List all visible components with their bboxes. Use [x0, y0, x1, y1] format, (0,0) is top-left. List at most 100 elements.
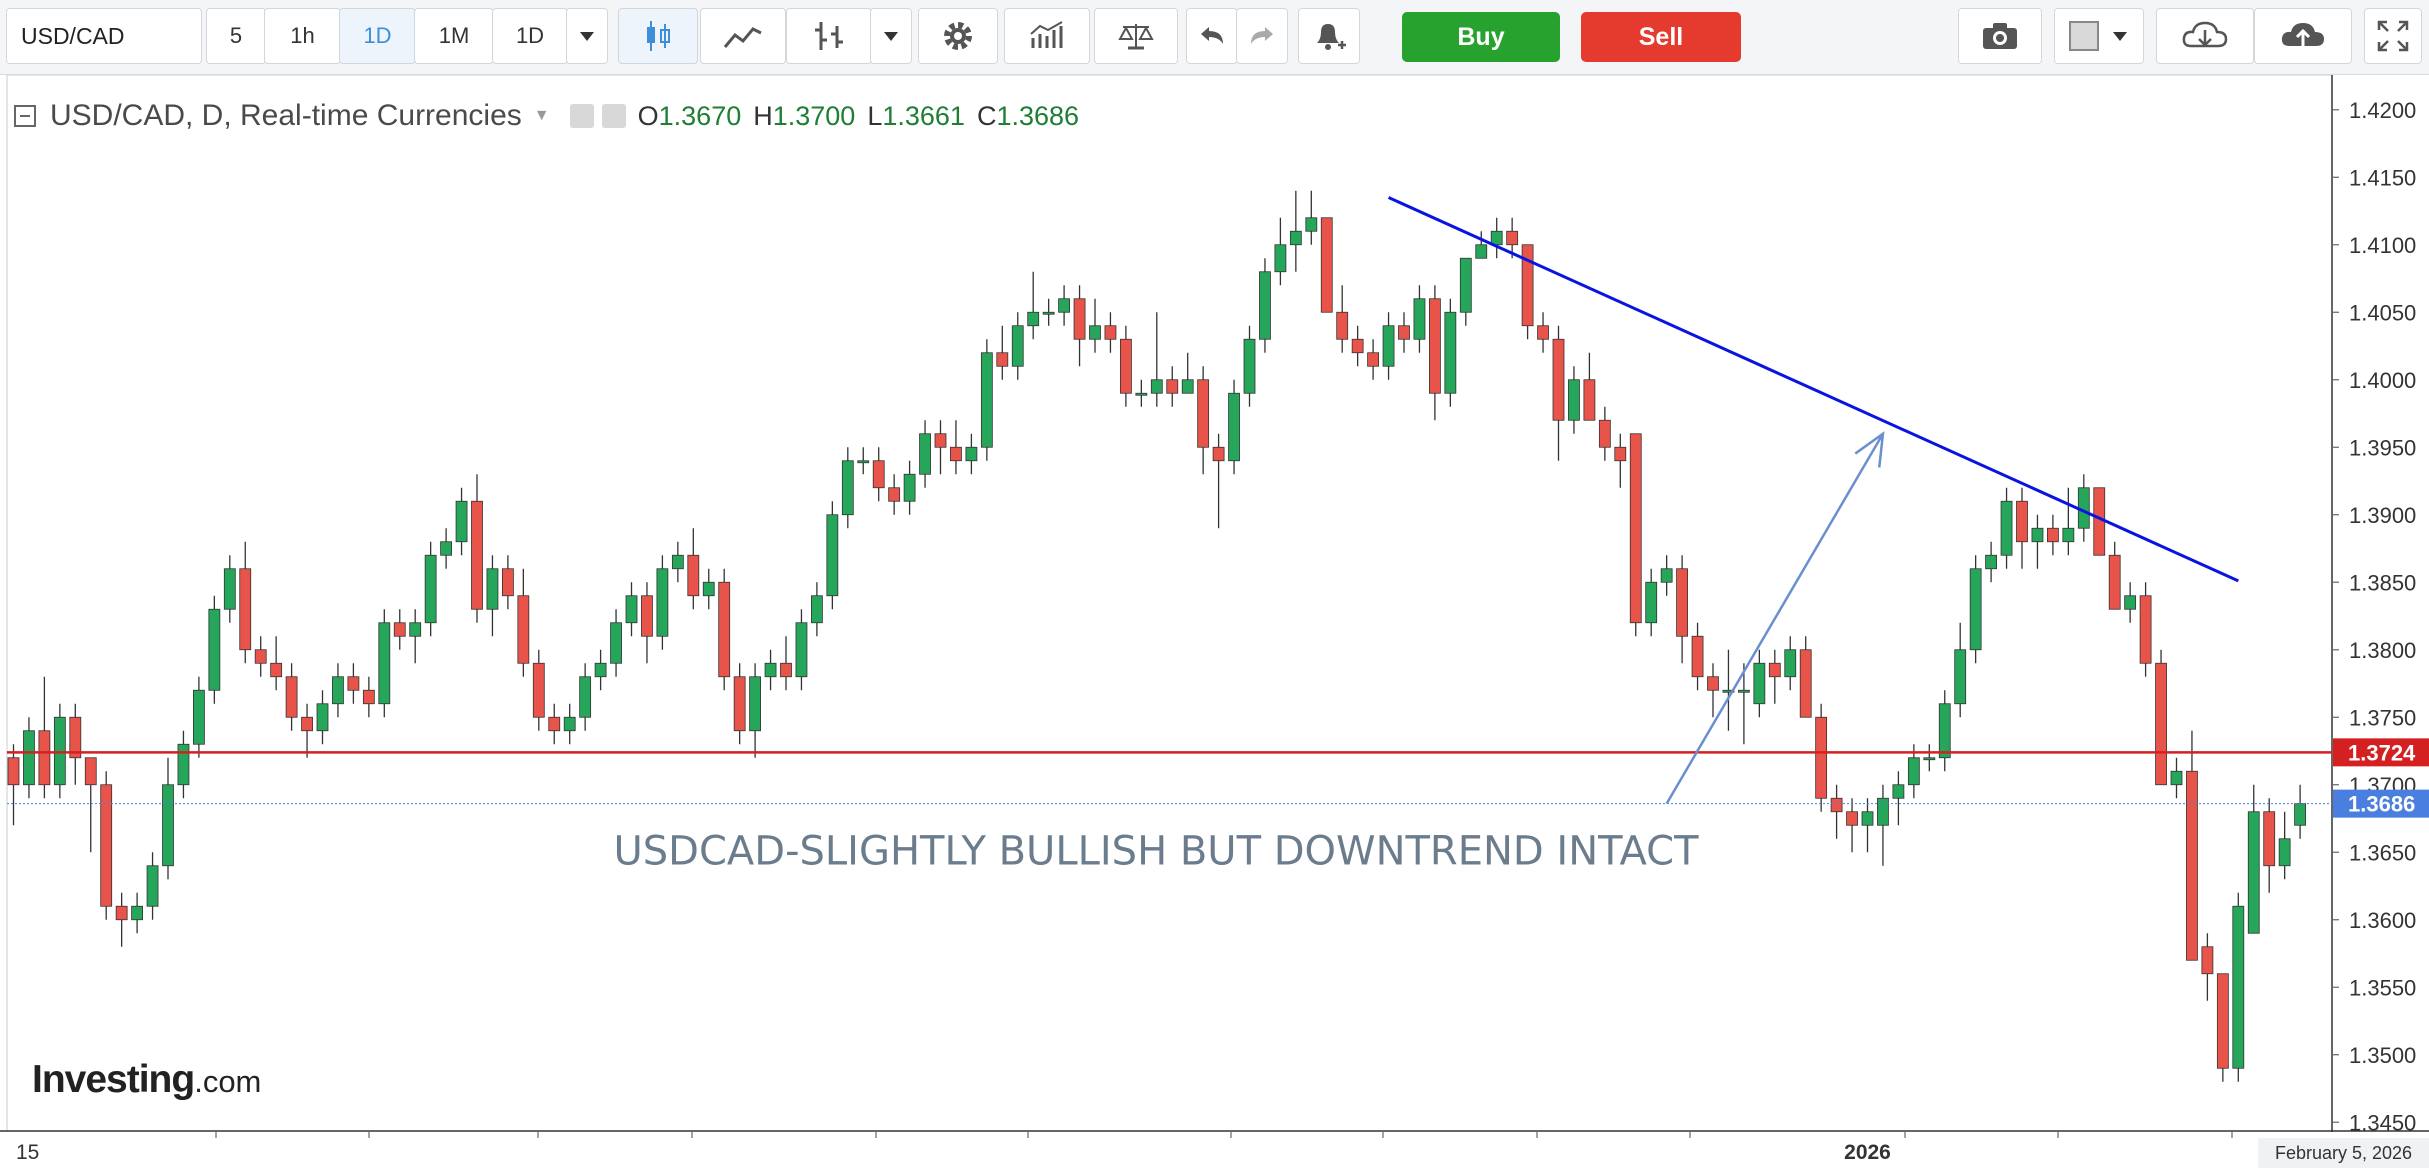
undo-button[interactable]: [1186, 8, 1238, 64]
drawings: USDCAD-SLIGHTLY BULLISH BUT DOWNTREND IN…: [7, 196, 2332, 874]
price-tick-label: 1.3600: [2349, 908, 2416, 933]
price-tick-label: 1.4100: [2349, 233, 2416, 258]
candle-body: [625, 595, 638, 624]
price-tick-label: 1.4050: [2349, 300, 2416, 325]
candle-body: [115, 905, 128, 921]
candle-body: [517, 595, 530, 664]
candle-body: [1985, 554, 1997, 570]
interval-1d-alt-button[interactable]: 1D: [492, 8, 568, 64]
candles-chart-type-button[interactable]: [618, 8, 698, 64]
interval-1d-button[interactable]: 1D: [339, 8, 416, 64]
chevron-down-icon: [580, 31, 594, 41]
candle-body: [1444, 311, 1457, 394]
candle-body: [2216, 973, 2229, 1069]
candle-body: [270, 662, 283, 678]
candle-body: [610, 622, 622, 664]
candle-body: [2247, 811, 2260, 934]
price-tick-label: 1.4150: [2349, 165, 2416, 190]
fullscreen-icon: [2377, 20, 2409, 52]
candle-body: [1459, 257, 1472, 313]
candles-icon: [647, 21, 670, 51]
candle-body: [239, 568, 252, 651]
candle-body: [471, 500, 483, 610]
last-price-tag-background: [2333, 789, 2429, 818]
fullscreen-button[interactable]: [2364, 8, 2422, 64]
gear-icon[interactable]: [601, 104, 626, 128]
candle-body: [2124, 595, 2137, 610]
settings-button[interactable]: [918, 8, 998, 64]
collapse-legend-icon[interactable]: [14, 105, 36, 127]
interval-1m-button[interactable]: 1M: [414, 8, 494, 64]
candle-body: [1490, 230, 1503, 246]
candle-body: [1336, 311, 1349, 340]
candle-body: [1135, 392, 1148, 396]
color-theme-dropdown[interactable]: [2054, 8, 2144, 64]
bars-chart-type-button[interactable]: [786, 8, 872, 64]
candle-body: [1722, 689, 1735, 693]
sell-button[interactable]: Sell: [1581, 12, 1741, 62]
snapshot-button[interactable]: [1958, 8, 2042, 64]
candle-body: [950, 446, 962, 462]
time-axis-label: 2026: [1844, 1141, 1891, 1164]
candle-body: [2278, 838, 2291, 867]
time-axis-label: 15: [16, 1141, 39, 1164]
candle-body: [811, 595, 823, 624]
candle-body: [1120, 338, 1132, 394]
line-chart-type-button[interactable]: [700, 8, 786, 64]
chart-type-dropdown-button[interactable]: [870, 8, 912, 64]
redo-button[interactable]: [1236, 8, 1288, 64]
high-value: 1.3700: [772, 100, 856, 131]
save-layout-button[interactable]: [2254, 8, 2352, 64]
candle-body: [2139, 595, 2152, 664]
price-tick-label: 1.3650: [2349, 840, 2416, 865]
candle-body: [53, 716, 66, 786]
candle-body: [903, 473, 916, 502]
price-chart[interactable]: USDCAD-SLIGHTLY BULLISH BUT DOWNTREND IN…: [0, 75, 2429, 1168]
candle-body: [362, 689, 375, 705]
candle-body: [177, 743, 190, 786]
eye-icon[interactable]: [569, 104, 594, 128]
candle-body: [378, 622, 391, 705]
candle-body: [1413, 298, 1426, 340]
candle-body: [1073, 298, 1086, 340]
support-price-tag: 1.3724: [2348, 740, 2416, 765]
interval-dropdown-button[interactable]: [566, 8, 608, 64]
candle-body: [780, 662, 792, 678]
candle-body: [749, 676, 761, 732]
candle-body: [2108, 554, 2121, 610]
candle-body: [1521, 244, 1534, 327]
candle-body: [409, 622, 422, 637]
candle-body: [84, 757, 97, 786]
create-alert-button[interactable]: [1298, 8, 1360, 64]
candle-body: [1089, 325, 1101, 340]
area-chart-icon: [723, 27, 762, 48]
candle-body: [2062, 527, 2075, 543]
candle-body: [1289, 230, 1302, 246]
buy-button[interactable]: Buy: [1402, 12, 1560, 62]
interval-5-button[interactable]: 5: [206, 8, 266, 64]
symbol-search-input[interactable]: USD/CAD: [6, 8, 202, 64]
investing-logo: Investing.com: [32, 1058, 262, 1101]
compare-button[interactable]: [1094, 8, 1178, 64]
candle-body: [965, 446, 978, 462]
interval-1h-button[interactable]: 1h: [264, 8, 341, 64]
indicators-button[interactable]: [1004, 8, 1090, 64]
candle-body: [1691, 635, 1704, 678]
plot-border: [6, 75, 2333, 1132]
candle-body: [2000, 500, 2013, 556]
ohlc-high: H1.3700: [753, 100, 856, 131]
price-tick-label: 1.3800: [2349, 638, 2416, 663]
candle-body: [1166, 379, 1179, 394]
candle-body: [548, 716, 561, 732]
chevron-down-icon[interactable]: ▼: [533, 107, 550, 124]
candle-body: [872, 460, 885, 489]
candle-body: [100, 784, 113, 907]
candle-body: [1552, 338, 1565, 421]
cloud-download-icon: [2182, 21, 2228, 48]
candle-body: [2047, 527, 2059, 543]
candle-body: [1228, 392, 1240, 462]
candle-body: [2170, 770, 2183, 786]
load-layout-button[interactable]: [2156, 8, 2254, 64]
candle-body: [1398, 325, 1410, 340]
candle-body: [888, 487, 901, 502]
